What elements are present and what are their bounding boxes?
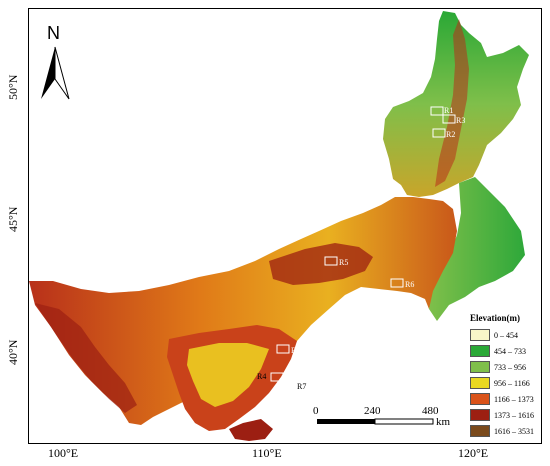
- region-label-r6: R6: [405, 280, 414, 289]
- east-plain: [429, 177, 525, 321]
- legend-item: 1166 – 1373: [470, 391, 546, 407]
- lat-label-45n: 45°N: [6, 206, 20, 232]
- scale-unit: km: [436, 416, 451, 428]
- elevation-map: R1 R3 R2 R5 R6 R8 R4 R7 N: [29, 11, 529, 441]
- scale-bar: [317, 418, 434, 425]
- legend-item: 454 – 733: [470, 343, 546, 359]
- legend-item: 1616 – 3531: [470, 423, 546, 439]
- region-box-r1: [430, 106, 444, 116]
- legend-item: 956 – 1166: [470, 375, 546, 391]
- region-label-r8: R8: [291, 346, 300, 355]
- ordos-inner: [187, 343, 269, 407]
- map-frame: R1 R3 R2 R5 R6 R8 R4 R7 N: [28, 8, 542, 444]
- region-markers: [270, 106, 456, 382]
- southern-tail: [229, 419, 273, 441]
- legend-item: 733 – 956: [470, 359, 546, 375]
- scale-tick-240: 240: [364, 405, 381, 417]
- western-dark: [35, 303, 137, 413]
- legend-label: 956 – 1166: [494, 378, 530, 388]
- region-box-r8: [276, 344, 290, 354]
- lon-label-100e: 100°E: [48, 446, 79, 460]
- region-label-r4: R4: [257, 372, 266, 381]
- region-label-r1: R1: [444, 106, 453, 115]
- region-box-r4: [270, 372, 284, 382]
- legend-item: 0 – 454: [470, 327, 546, 343]
- legend-title: Elevation(m): [470, 313, 520, 323]
- scale-tick-0: 0: [313, 405, 319, 417]
- elevation-legend: Elevation(m) 0 – 454 454 – 733 733 – 956 95…: [470, 313, 546, 439]
- legend-label: 1616 – 3531: [494, 426, 534, 436]
- region-box-r7: [288, 370, 302, 380]
- legend-label: 1166 – 1373: [494, 394, 534, 404]
- legend-swatch: [470, 377, 490, 389]
- region-label-r5: R5: [339, 258, 348, 267]
- legend-label: 1373 – 1616: [494, 410, 534, 420]
- legend-swatch: [470, 393, 490, 405]
- lon-label-110e: 110°E: [252, 446, 282, 460]
- legend-swatch: [470, 329, 490, 341]
- lat-label-50n: 50°N: [6, 74, 20, 100]
- north-arrow-icon: N: [41, 23, 70, 100]
- legend-label: 0 – 454: [494, 330, 518, 340]
- lon-label-120e: 120°E: [458, 446, 489, 460]
- legend-swatch: [470, 361, 490, 373]
- scale-tick-480: 480: [422, 405, 439, 417]
- legend-label: 454 – 733: [494, 346, 526, 356]
- region-box-r3: [442, 114, 456, 124]
- north-arrow-label: N: [47, 23, 60, 43]
- central-highland: [269, 243, 373, 285]
- legend-swatch: [470, 409, 490, 421]
- north-ridge: [435, 19, 469, 187]
- legend-items: 0 – 454 454 – 733 733 – 956 956 – 1166 1166 …: [470, 327, 546, 439]
- region-label-r3: R3: [456, 116, 465, 125]
- legend-label: 733 – 956: [494, 362, 526, 372]
- lat-label-40n: 40°N: [6, 339, 20, 365]
- region-box-r2: [432, 128, 446, 138]
- region-label-r7: R7: [297, 382, 306, 391]
- region-box-r6: [390, 278, 404, 288]
- region-label-r2: R2: [446, 130, 455, 139]
- legend-item: 1373 – 1616: [470, 407, 546, 423]
- legend-swatch: [470, 345, 490, 357]
- legend-swatch: [470, 425, 490, 437]
- region-box-r5: [324, 256, 338, 266]
